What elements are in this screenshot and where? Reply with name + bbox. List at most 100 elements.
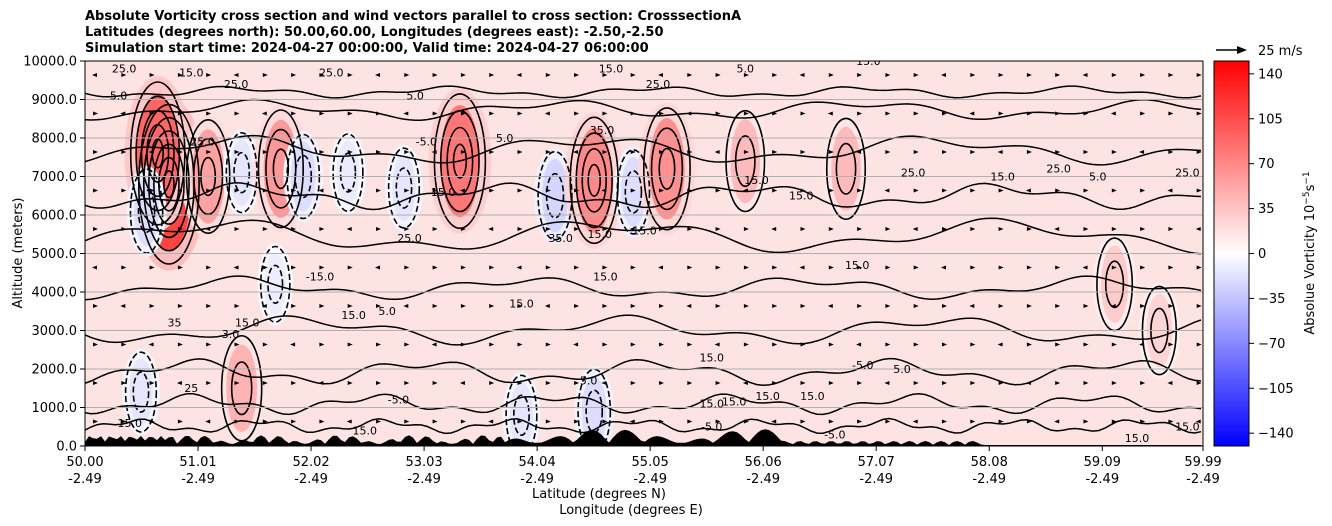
wind-vector-arrow <box>121 73 127 77</box>
wind-vector-arrow <box>404 381 410 385</box>
wind-vector-arrow <box>772 188 778 193</box>
wind-vector-arrow <box>318 188 324 193</box>
wind-vector-arrow <box>1168 342 1174 347</box>
contour-ring <box>332 133 364 213</box>
colorbar-label: Absolue Vorticity 10−5s−1 <box>1302 171 1318 334</box>
chart-title-line-1: Absolute Vorticity cross section and win… <box>85 9 742 24</box>
wind-vector-arrow <box>998 304 1004 308</box>
wind-vector-arrow <box>432 227 438 231</box>
wind-vector-arrow <box>376 381 381 385</box>
wind-vector-arrow <box>234 304 240 308</box>
wind-vector-arrow <box>1026 227 1032 231</box>
wind-vector-arrow <box>942 150 947 154</box>
wind-vector-arrow <box>176 188 182 193</box>
wind-vector-arrow <box>659 304 664 308</box>
contour-label: 15.0 <box>755 390 780 403</box>
wind-vector-arrow <box>149 111 155 116</box>
contour-ring <box>650 127 684 211</box>
wind-vector-arrow <box>460 111 466 116</box>
wind-vector-arrow <box>149 73 155 77</box>
wind-vector-arrow <box>1111 73 1117 77</box>
wind-vector-arrow <box>998 419 1004 424</box>
wind-vector-arrow <box>574 111 580 116</box>
colorbar-tick-label: −105 <box>1258 382 1294 397</box>
wind-vector-arrow <box>346 227 352 231</box>
colorbar-tick-label: 0 <box>1258 247 1266 262</box>
wind-vector-arrow <box>234 188 240 193</box>
wind-vector-arrow <box>177 419 183 424</box>
wind-vector-arrow <box>319 111 325 116</box>
wind-vector-arrow <box>92 265 97 270</box>
wind-vector-arrow <box>686 111 692 116</box>
wind-vector-arrow <box>742 381 748 385</box>
wind-vector-arrow <box>205 419 211 424</box>
wind-vector-arrow <box>545 419 551 424</box>
wind-vector-arrow <box>290 342 296 347</box>
contour-ring <box>643 107 691 231</box>
contour-label: 15.0 <box>341 309 366 322</box>
wind-vector-arrow <box>1054 419 1060 424</box>
wind-vector-arrow <box>291 73 297 77</box>
wind-vector-arrow <box>318 381 324 385</box>
wind-vector-arrow <box>1196 304 1202 308</box>
wind-vector-arrow <box>1140 381 1146 385</box>
wind-vector-arrow <box>262 227 268 231</box>
vorticity-core <box>831 126 861 211</box>
wind-vector-arrow <box>857 381 863 385</box>
wind-vector-arrow <box>970 419 976 424</box>
contour-ring <box>658 147 676 190</box>
wind-vector-arrow <box>121 381 127 385</box>
vorticity-core <box>1100 245 1129 323</box>
wind-vector-arrow <box>1083 188 1089 193</box>
wind-vector-arrow <box>574 73 580 77</box>
wind-vector-arrow <box>291 304 297 308</box>
wind-vector-arrow <box>800 419 806 424</box>
wind-vector-arrow <box>319 73 325 77</box>
wind-vector-arrow <box>121 265 127 270</box>
contour-line <box>85 275 1202 301</box>
wind-vector-arrow <box>121 227 127 231</box>
wind-vector-arrow <box>1055 111 1061 116</box>
contour-ring <box>233 151 251 194</box>
wind-vector-arrow <box>93 111 98 116</box>
contour-label: 15.0 <box>722 396 747 409</box>
wind-vector-arrow <box>743 227 749 231</box>
contour-lines <box>85 81 1202 446</box>
contour-ring <box>132 371 150 413</box>
wind-vector-arrow <box>771 419 777 424</box>
wind-vector-arrow <box>970 188 976 193</box>
contour-line <box>85 392 1202 416</box>
wind-vector-arrow <box>1167 188 1173 193</box>
contour-label: 15.0 <box>509 297 534 310</box>
wind-vector-arrow <box>432 73 438 77</box>
wind-vector-arrow <box>772 150 778 154</box>
wind-vector-arrow <box>942 227 947 231</box>
wind-vector-arrow <box>602 150 608 154</box>
wind-vector-arrow <box>1168 304 1174 308</box>
wind-vector-arrow <box>1111 265 1117 270</box>
wind-vector-arrow <box>517 188 523 193</box>
wind-vector-arrow <box>544 111 550 116</box>
wind-vector-arrow <box>234 150 240 154</box>
wind-vector-arrow <box>913 265 919 270</box>
vorticity-core <box>730 119 761 204</box>
wind-vector-arrow <box>884 381 890 385</box>
wind-vector-arrow <box>772 265 778 270</box>
wind-vector-arrow <box>856 150 862 154</box>
wind-vector-arrow <box>121 188 127 193</box>
wind-vector-arrow <box>262 188 268 193</box>
wind-vector-arrow <box>149 304 155 308</box>
wind-vector-arrow <box>1055 188 1061 193</box>
wind-vector-arrow <box>93 381 98 385</box>
wind-vector-arrow <box>206 265 212 270</box>
x-tick-label-longitude: -2.49 <box>407 472 441 487</box>
wind-vector-arrow <box>714 342 720 347</box>
wind-vector-arrow <box>743 342 749 347</box>
x-tick-label-longitude: -2.49 <box>746 472 780 487</box>
wind-vector-arrow <box>772 381 778 385</box>
contour-label: 15.0 <box>699 398 724 411</box>
wind-vector-arrow <box>1026 419 1032 424</box>
wind-vector-arrow <box>1168 111 1174 116</box>
wind-vector-arrow <box>885 73 891 77</box>
wind-vector-arrow <box>291 111 297 116</box>
